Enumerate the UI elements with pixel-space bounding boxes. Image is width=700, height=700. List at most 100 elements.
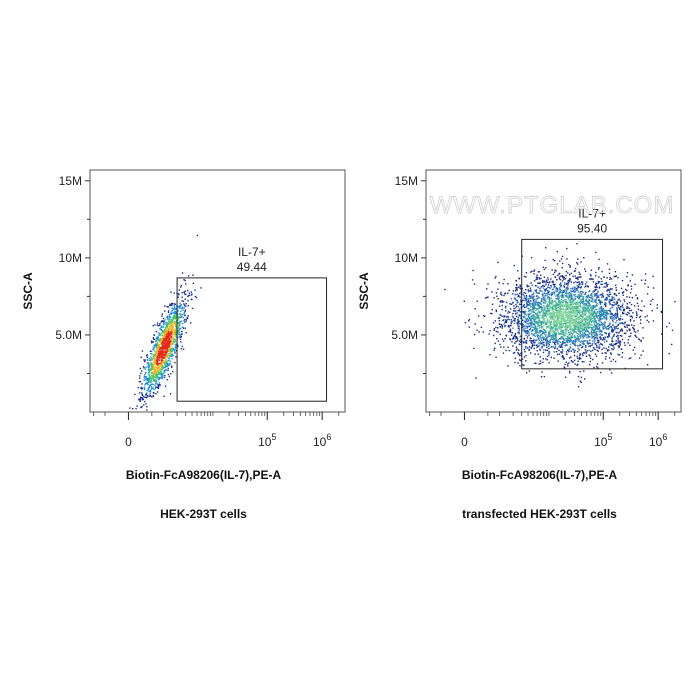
data-point (177, 316, 180, 318)
data-point (609, 276, 611, 279)
data-point (518, 353, 520, 356)
plot-frame (89, 169, 346, 413)
data-point (504, 338, 506, 340)
data-point (154, 350, 156, 352)
data-point (163, 369, 165, 372)
data-point (581, 328, 584, 331)
data-point (597, 350, 599, 352)
data-point (585, 298, 588, 301)
data-point (609, 289, 611, 291)
scatter-points (444, 243, 676, 388)
data-point (150, 378, 153, 381)
data-point (579, 330, 582, 332)
data-point (575, 287, 578, 290)
data-point (512, 301, 514, 303)
data-point (557, 293, 560, 296)
data-point (530, 309, 532, 311)
data-point (155, 343, 157, 345)
data-point (614, 298, 616, 300)
data-point (584, 317, 586, 320)
data-point (558, 300, 560, 302)
data-point (523, 364, 525, 367)
data-point (471, 279, 474, 281)
data-point (155, 351, 157, 354)
data-point (605, 327, 607, 329)
data-point (604, 312, 606, 314)
data-point (543, 285, 546, 287)
data-point (656, 304, 658, 306)
data-point (151, 359, 153, 361)
data-point (578, 330, 580, 333)
data-point (581, 330, 583, 332)
data-point (154, 376, 156, 379)
data-point (180, 308, 182, 310)
data-point (537, 324, 539, 326)
data-point (565, 329, 567, 331)
data-point (153, 363, 156, 365)
data-point (623, 342, 626, 344)
data-point (148, 395, 150, 398)
data-point (554, 301, 557, 303)
data-point (589, 273, 592, 276)
data-point (581, 347, 583, 349)
data-point (180, 320, 182, 322)
data-point (163, 343, 166, 345)
data-point (567, 338, 570, 341)
data-point (591, 343, 594, 345)
data-point (587, 302, 589, 304)
data-point (515, 346, 518, 348)
data-point (593, 366, 595, 369)
data-point (181, 330, 183, 333)
data-point (593, 341, 595, 343)
data-point (613, 343, 615, 345)
data-point (526, 330, 528, 332)
data-point (134, 393, 136, 396)
data-point (629, 329, 631, 332)
data-point (565, 289, 568, 291)
data-point (139, 399, 141, 401)
data-point (578, 297, 581, 300)
data-point (568, 320, 570, 322)
data-point (600, 283, 602, 285)
data-point (548, 293, 550, 296)
data-point (579, 333, 581, 335)
data-point (561, 343, 563, 345)
data-point (158, 357, 161, 359)
data-point (169, 347, 171, 349)
data-point (580, 287, 582, 289)
data-point (543, 338, 545, 340)
data-point (567, 316, 569, 318)
data-point (539, 331, 541, 333)
data-point (605, 347, 607, 350)
data-point (514, 336, 517, 338)
data-point (590, 331, 592, 333)
data-point (139, 375, 141, 377)
data-point (579, 324, 581, 326)
data-point (519, 311, 522, 313)
data-point (578, 329, 581, 332)
data-point (632, 328, 635, 330)
data-point (578, 357, 581, 359)
data-point (146, 392, 148, 394)
data-point (595, 321, 597, 323)
data-point (590, 321, 593, 323)
data-point (640, 319, 642, 321)
data-point (530, 303, 532, 305)
data-point (596, 330, 598, 333)
data-point (493, 328, 496, 330)
data-point (512, 316, 514, 318)
data-point (536, 328, 539, 330)
data-point (523, 297, 525, 300)
data-point (588, 335, 590, 337)
data-point (533, 315, 535, 317)
data-point (513, 307, 515, 310)
data-point (636, 302, 639, 305)
data-point (525, 334, 527, 337)
data-point (621, 280, 624, 282)
data-point (517, 317, 520, 319)
data-point (561, 355, 563, 357)
data-point (187, 295, 190, 297)
data-point (518, 323, 520, 325)
data-point (150, 383, 152, 386)
data-point (626, 296, 628, 298)
